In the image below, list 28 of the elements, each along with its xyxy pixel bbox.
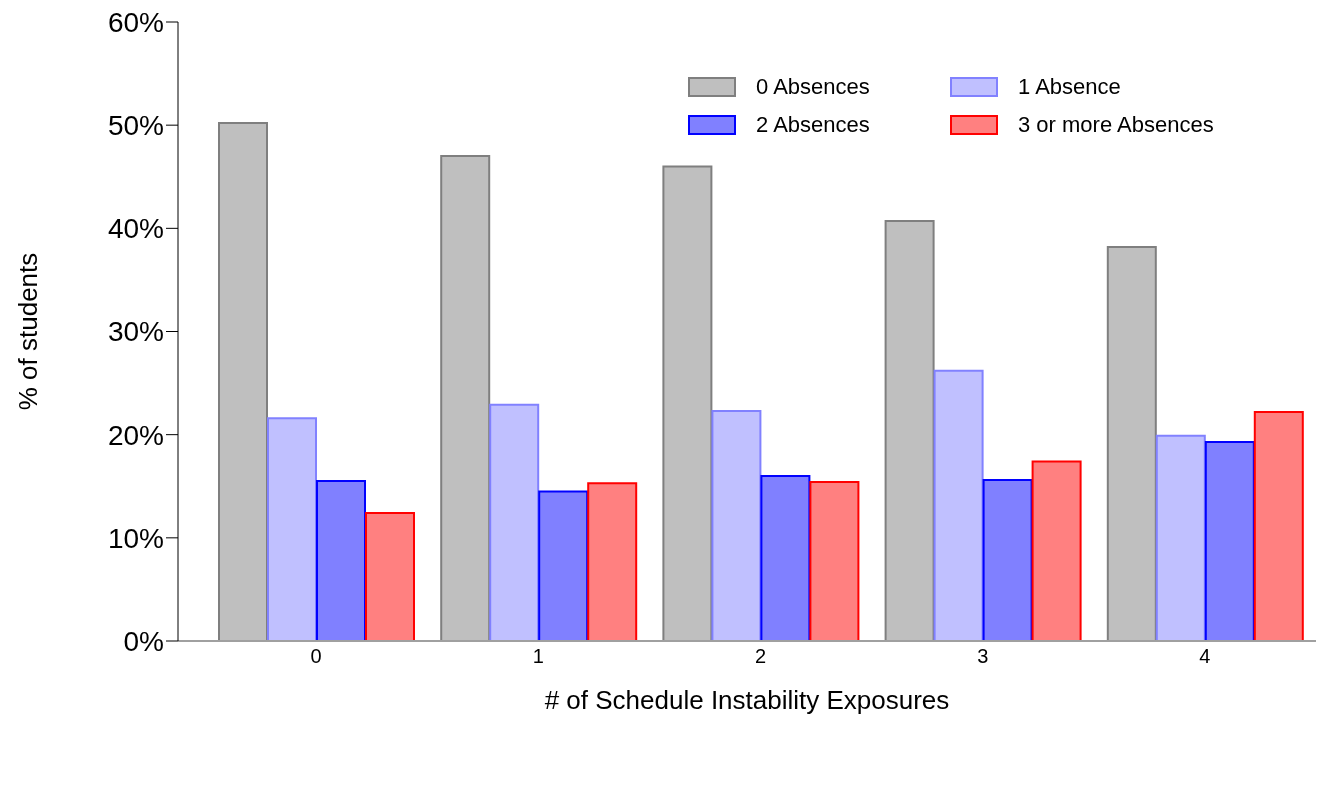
y-tick-label: 20% (107, 419, 164, 451)
bar (1106, 245, 1157, 641)
x-axis-title: # of Schedule Instability Exposures (544, 685, 950, 715)
bar (440, 155, 491, 641)
bar (1253, 410, 1304, 641)
y-tick-label: 10% (107, 522, 164, 554)
bar (587, 482, 638, 641)
legend-label: 3 or more Absences (1018, 112, 1214, 138)
x-tick-label: 4 (1199, 645, 1211, 668)
bar (809, 481, 860, 641)
y-tick-label: 0% (123, 625, 164, 657)
y-tick-label: 30% (107, 316, 164, 348)
x-tick-label: 3 (977, 645, 989, 668)
bar (218, 122, 268, 641)
x-tick-label: 0 (310, 645, 322, 668)
legend-label: 2 Absences (756, 112, 870, 138)
x-tick-label: 2 (754, 645, 767, 668)
y-tick-label: 50% (107, 110, 164, 142)
legend-label: 1 Absence (1018, 74, 1121, 100)
y-tick-label: 60% (107, 6, 164, 38)
y-axis-title: % of students (13, 252, 44, 411)
legend-label: 0 Absences (756, 74, 870, 100)
bar (365, 512, 415, 641)
bar (1031, 460, 1082, 641)
bar (884, 220, 935, 641)
bar (662, 165, 713, 641)
x-tick-label: 1 (532, 645, 544, 668)
y-tick-label: 40% (107, 213, 164, 245)
